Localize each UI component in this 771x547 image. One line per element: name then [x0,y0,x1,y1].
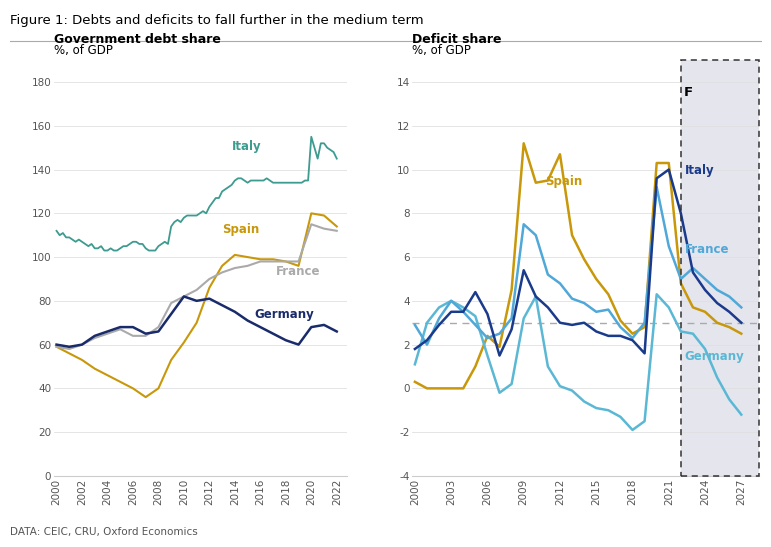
Text: Deficit share: Deficit share [412,33,502,46]
Text: DATA: CEIC, CRU, Oxford Economics: DATA: CEIC, CRU, Oxford Economics [10,527,198,537]
Text: Government debt share: Government debt share [54,33,221,46]
Text: Spain: Spain [222,223,259,236]
Bar [681,60,759,476]
Text: Italy: Italy [685,164,714,177]
Text: Italy: Italy [232,140,262,153]
Text: Spain: Spain [545,175,583,188]
Text: %, of GDP: %, of GDP [54,44,113,57]
Text: %, of GDP: %, of GDP [412,44,471,57]
Text: Germany: Germany [254,309,314,321]
Bar [681,60,759,476]
Text: Figure 1: Debts and deficits to fall further in the medium term: Figure 1: Debts and deficits to fall fur… [10,14,423,27]
Text: Germany: Germany [685,350,744,363]
Text: France: France [275,265,320,277]
Text: France: France [685,243,729,255]
Text: F: F [683,86,692,100]
